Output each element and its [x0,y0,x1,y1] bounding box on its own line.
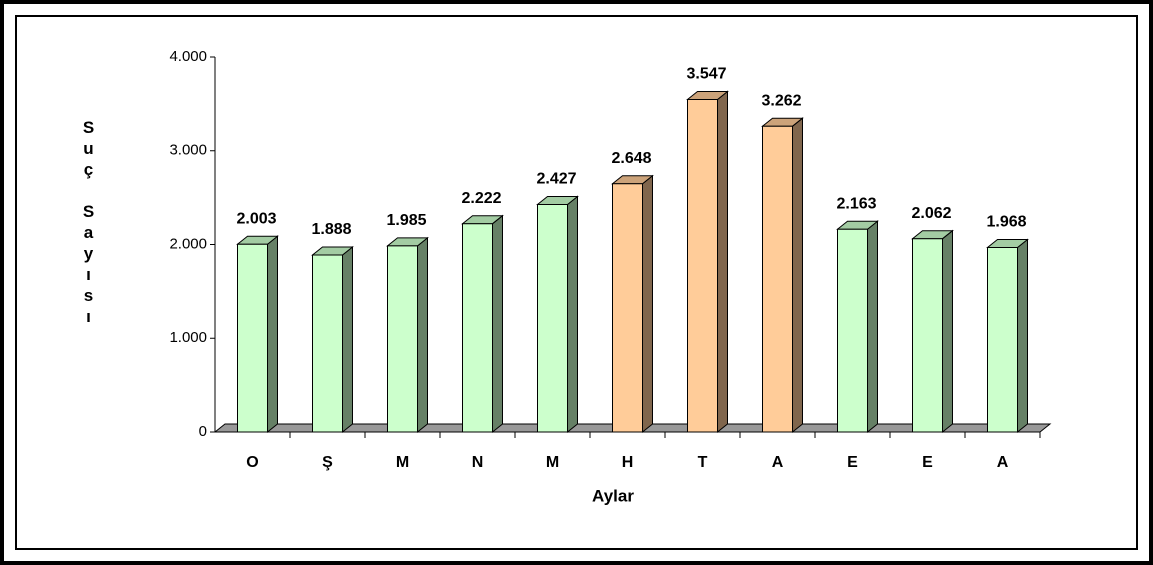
x-tick-label: M [396,454,409,471]
data-label: 1.985 [386,212,426,229]
bar-front [987,247,1018,433]
data-label: 3.262 [761,92,801,109]
bar-side [492,214,503,434]
bar [236,235,279,434]
bar-side [867,220,878,434]
x-tick-label: T [698,454,708,471]
y-tick-label: 4.000 [169,48,207,65]
data-label: 2.163 [836,195,876,212]
data-label: 3.547 [686,66,726,83]
data-label: 1.968 [986,214,1026,231]
bar [461,214,504,434]
bar [686,90,729,434]
inner-frame [15,15,1138,550]
bar-side [567,195,578,434]
bar-front [312,254,343,433]
bar-front [387,245,418,433]
data-label: 1.888 [311,221,351,238]
y-tick-label: 1.000 [169,329,207,346]
bar-front [762,125,793,433]
data-label: 2.003 [236,210,276,227]
data-label: 2.062 [911,205,951,222]
bar-side [942,229,953,434]
bar-side [417,236,428,434]
bar-front [462,223,493,433]
bar [386,236,429,434]
bar-front [612,183,643,433]
bar-side [267,235,278,434]
bar-side [1017,238,1028,434]
x-tick-label: M [546,454,559,471]
bar-side [717,90,728,434]
x-tick-label: E [847,454,858,471]
bar-front [912,238,943,433]
bar [761,117,804,434]
x-tick-label: A [772,454,784,471]
bar-front [237,243,268,433]
bar [986,238,1029,434]
bar [536,195,579,434]
x-tick-label: E [922,454,933,471]
x-tick-label: H [622,454,634,471]
bar [836,220,879,434]
x-axis-label: Aylar [592,486,634,505]
bar [311,245,354,434]
bar-side [792,117,803,434]
bar-front [687,98,718,433]
y-tick-label: 3.000 [169,142,207,159]
bar-front [537,203,568,433]
x-tick-label: A [997,454,1009,471]
data-label: 2.222 [461,190,501,207]
data-label: 2.648 [611,150,651,167]
x-tick-label: N [472,454,484,471]
y-axis-label: Suç Sayısı [79,118,98,328]
x-tick-label: O [246,454,258,471]
data-label: 2.427 [536,171,576,188]
y-tick-label: 2.000 [169,235,207,252]
bar-side [342,245,353,434]
x-tick-label: Ş [322,454,333,471]
bar-side [642,174,653,434]
bar [611,174,654,434]
y-tick-label: 0 [199,423,207,440]
bar-front [837,228,868,433]
bar [911,229,954,434]
